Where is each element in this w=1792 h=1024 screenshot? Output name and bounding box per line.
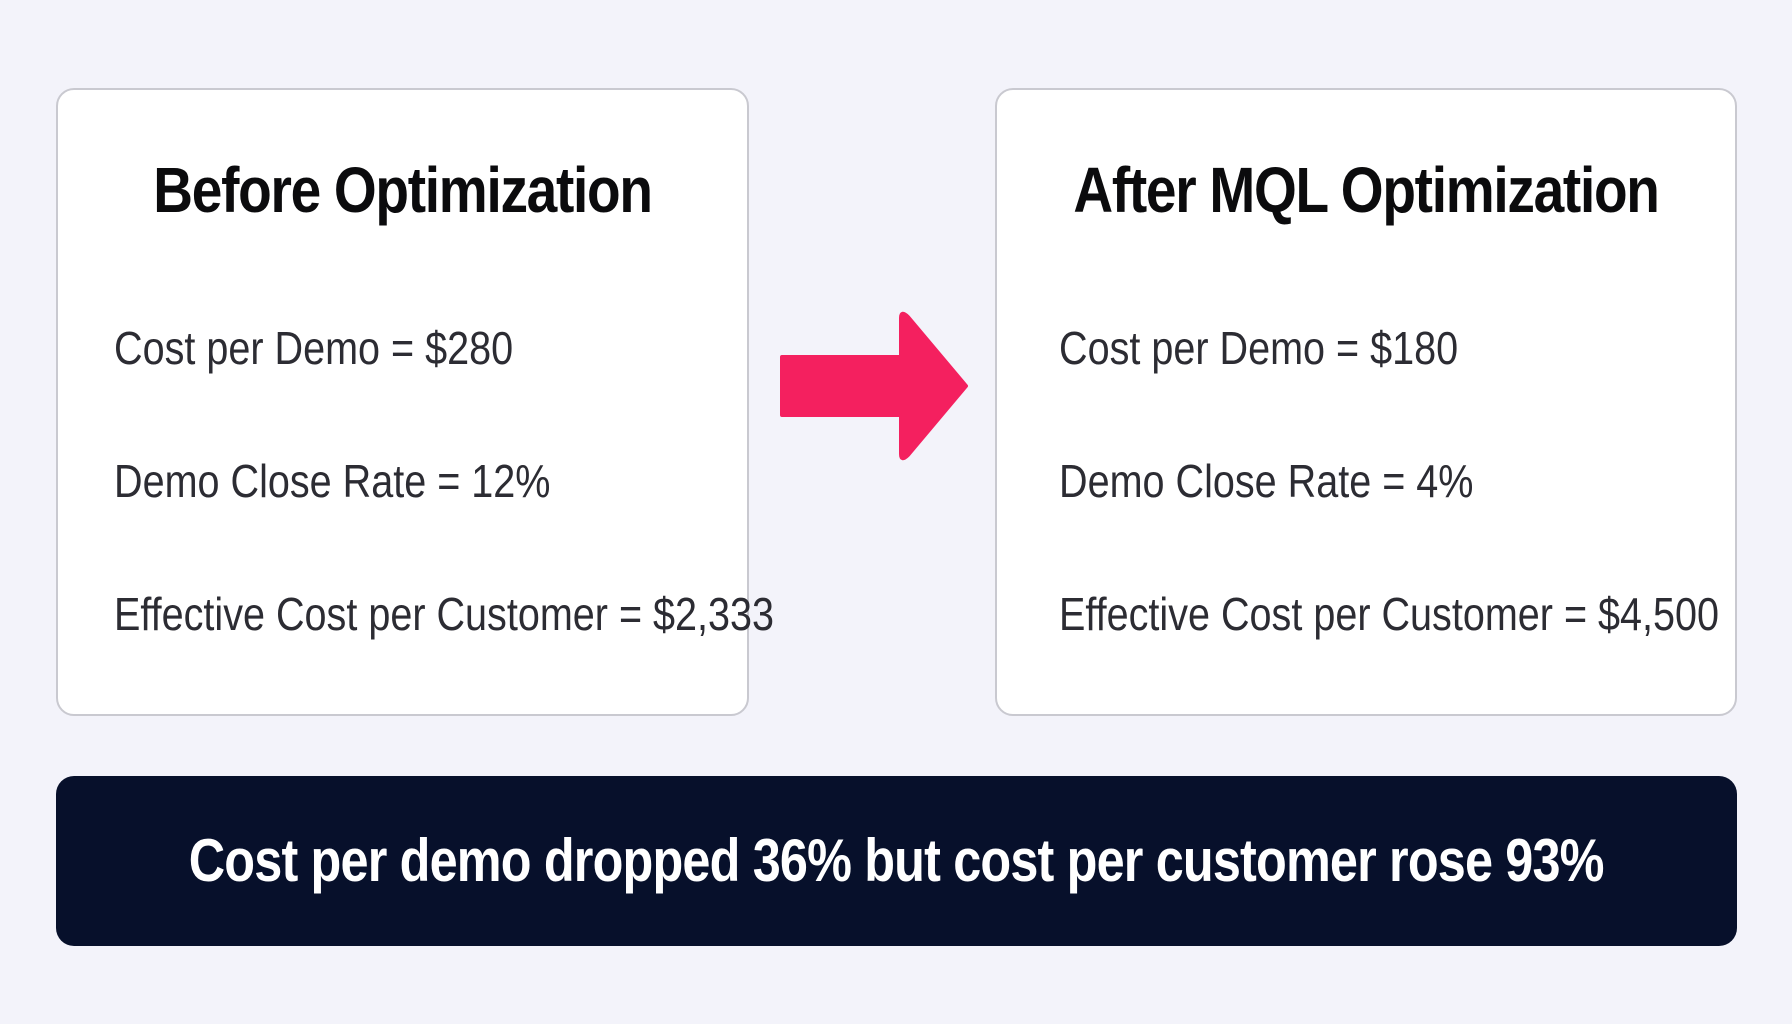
before-optimization-card: Before Optimization Cost per Demo = $280… <box>56 88 774 716</box>
summary-banner: Cost per demo dropped 36% but cost per c… <box>56 776 1737 946</box>
after-cost-per-demo: Cost per Demo = $180 <box>1059 322 1459 374</box>
before-card-title: Before Optimization <box>153 154 653 226</box>
summary-text: Cost per demo dropped 36% but cost per c… <box>189 827 1605 894</box>
before-effective-cost-per-customer: Effective Cost per Customer = $2,333 <box>114 588 775 640</box>
before-demo-close-rate: Demo Close Rate = 12% <box>114 455 551 507</box>
after-effective-cost-per-customer: Effective Cost per Customer = $4,500 <box>1059 588 1720 640</box>
after-card-title: After MQL Optimization <box>1073 154 1659 226</box>
before-cost-per-demo: Cost per Demo = $280 <box>114 322 514 374</box>
after-demo-close-rate: Demo Close Rate = 4% <box>1059 455 1474 507</box>
right-arrow-icon <box>780 311 968 461</box>
after-optimization-card: After MQL Optimization Cost per Demo = $… <box>995 88 1737 716</box>
